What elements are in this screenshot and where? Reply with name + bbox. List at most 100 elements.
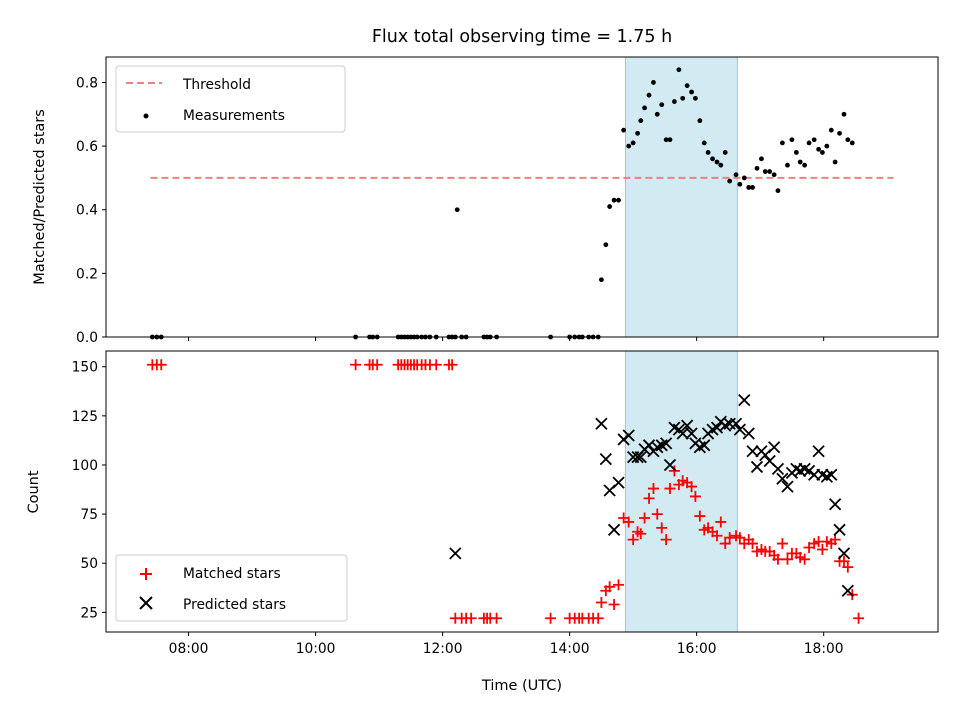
observing-window-shade — [625, 350, 738, 633]
measurement-point — [663, 137, 669, 143]
measurement-point — [630, 140, 636, 146]
measurement-point — [849, 140, 855, 146]
predicted-star-point — [698, 439, 711, 452]
measurement-point — [759, 156, 764, 162]
measurement-point — [672, 99, 677, 104]
measurement-point — [651, 80, 656, 85]
predicted-star-point — [733, 423, 746, 436]
y-tick-label: 0.6 — [76, 139, 98, 155]
bottom-y-axis-label: Count — [26, 470, 42, 513]
matched-star-point — [647, 483, 659, 495]
predicted-star-point — [771, 462, 785, 476]
measurement-point — [718, 162, 724, 168]
matched-star-point — [643, 492, 655, 504]
y-tick-label: 0.8 — [76, 75, 98, 91]
measurement-point — [806, 140, 812, 146]
measurement-point — [841, 111, 847, 117]
measurement-point — [714, 159, 720, 165]
measurement-point — [775, 188, 781, 194]
measurement-point — [680, 95, 686, 101]
measurement-point — [779, 140, 785, 146]
bottom-axes-frame — [105, 350, 939, 633]
predicted-star-point — [676, 427, 689, 440]
matched-star-point — [604, 581, 616, 593]
top-observing-window — [625, 56, 738, 338]
top-axes-frame — [105, 56, 939, 338]
measurement-point — [828, 127, 834, 133]
matched-star-point — [838, 555, 850, 567]
measurement-point — [642, 105, 647, 111]
x-tick-label: 18:00 — [804, 641, 844, 657]
matched-star-point — [608, 598, 620, 610]
measurement-point — [616, 197, 621, 203]
legend-measurements-label: Measurements — [183, 108, 285, 124]
measurement-point — [802, 162, 808, 168]
matched-star-point — [651, 508, 663, 520]
predicted-star-point — [825, 468, 838, 481]
predicted-star-point — [607, 523, 621, 536]
predicted-star-point — [663, 458, 677, 472]
matched-star-point — [668, 465, 680, 477]
measurement-point — [692, 95, 698, 101]
measurement-point — [667, 137, 673, 143]
predicted-star-point — [660, 437, 673, 450]
matched-star-point — [635, 528, 647, 540]
matched-star-point — [724, 532, 736, 544]
matched-star-point — [491, 612, 503, 624]
matched-star-point — [623, 516, 635, 528]
bottom-x-ticks: 08:00 10:00 12:00 14:00 16:00 18:00 — [169, 632, 844, 657]
measurement-point — [767, 169, 773, 174]
measurement-point — [684, 83, 690, 89]
bottom-observing-window — [625, 350, 738, 633]
matched-star-point — [155, 359, 167, 371]
predicted-star-point — [750, 460, 764, 474]
measurement-point — [454, 207, 460, 213]
measurement-point — [727, 178, 733, 184]
predicted-star-point — [595, 417, 608, 430]
measurement-point — [845, 137, 851, 143]
measurement-point — [820, 150, 825, 155]
measurement-point — [697, 118, 703, 124]
matched-star-point — [545, 612, 557, 624]
measurement-point — [621, 127, 627, 133]
top-y-axis-label: Matched/Predicted stars — [32, 109, 48, 285]
predicted-star-point — [612, 476, 625, 489]
top-legend-box — [115, 65, 346, 133]
measurement-point — [603, 242, 609, 248]
matched-star-point — [664, 483, 676, 495]
measurement-point — [797, 159, 803, 165]
measurement-point — [705, 150, 711, 155]
matched-star-point — [734, 532, 746, 544]
y-tick-label: 100 — [72, 458, 98, 474]
x-tick-label: 14:00 — [550, 641, 590, 657]
x-axis-label: Time (UTC) — [481, 678, 562, 694]
predicted-star-point — [742, 427, 755, 440]
matched-star-point — [711, 530, 723, 542]
measurement-point — [737, 181, 743, 187]
measurement-point — [750, 185, 755, 190]
measurement-point — [837, 130, 842, 136]
predicted-star-point — [768, 441, 781, 454]
measurement-point — [676, 67, 682, 73]
predicted-star-point — [599, 452, 612, 466]
measurement-point — [654, 111, 660, 117]
measurement-point — [710, 156, 715, 162]
matched-star-point — [627, 534, 639, 546]
measurement-point — [607, 204, 613, 209]
predicted-star-point — [685, 427, 698, 440]
legend-predicted-swatch — [139, 596, 153, 610]
matched-star-point — [781, 553, 793, 565]
y-tick-label: 0.0 — [76, 330, 98, 346]
measurement-point — [733, 172, 739, 178]
matched-star-point — [660, 534, 672, 546]
matched-star-point — [595, 597, 607, 609]
predicted-star-point — [746, 445, 759, 458]
x-tick-label: 08:00 — [169, 641, 209, 657]
measurement-point — [626, 143, 632, 149]
matched-star-point — [853, 612, 865, 624]
matched-star-point — [639, 512, 651, 524]
matched-star-point — [842, 561, 854, 573]
predicted-star-point — [781, 480, 794, 493]
y-tick-label: 125 — [72, 409, 98, 425]
matched-star-point — [430, 359, 442, 371]
